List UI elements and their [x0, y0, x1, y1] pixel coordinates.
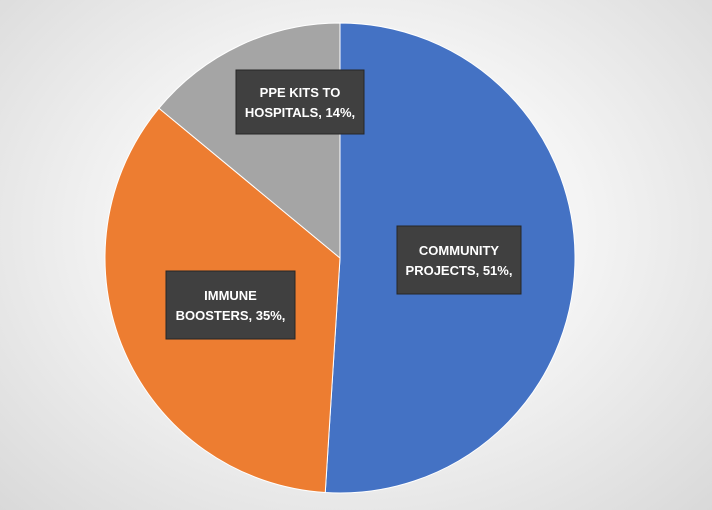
data-label-text: IMMUNE — [204, 288, 257, 303]
data-label-box — [396, 225, 522, 295]
data-label-box — [235, 69, 365, 135]
data-label-text: BOOSTERS, 35%, — [176, 308, 286, 323]
data-label-text: PROJECTS, 51%, — [406, 263, 513, 278]
data-label-box — [165, 270, 296, 340]
data-label-community-projects: COMMUNITY PROJECTS, 51%, — [396, 225, 522, 295]
data-label-text: HOSPITALS, 14%, — [245, 105, 355, 120]
data-label-text: COMMUNITY — [419, 243, 499, 258]
data-label-ppe-kits: PPE KITS TO HOSPITALS, 14%, — [235, 69, 365, 135]
data-labels: COMMUNITY PROJECTS, 51%, IMMUNE BOOSTERS, 3… — [165, 69, 522, 340]
data-label-immune-boosters: IMMUNE BOOSTERS, 35%, — [165, 270, 296, 340]
data-label-text: PPE KITS TO — [260, 85, 341, 100]
